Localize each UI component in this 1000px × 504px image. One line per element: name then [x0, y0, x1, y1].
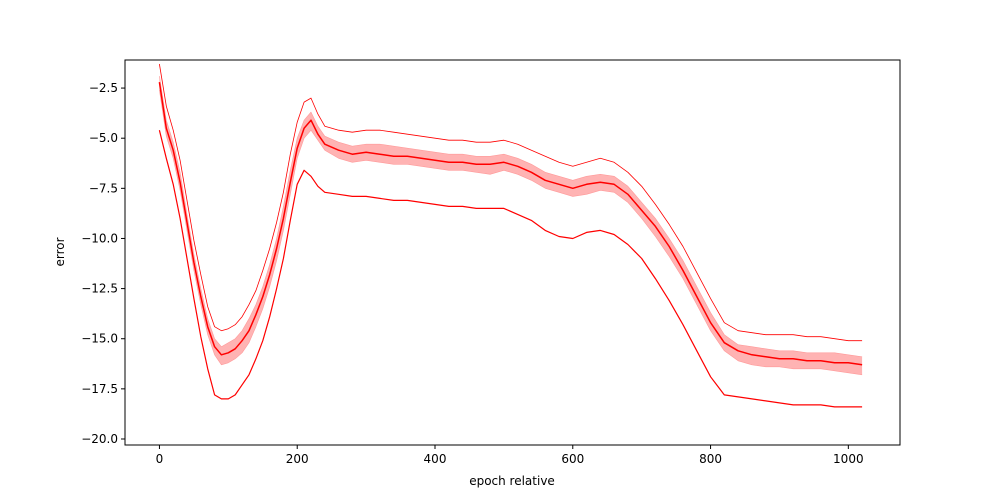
- y-tick-label: −7.5: [89, 181, 118, 195]
- x-axis-label: epoch relative: [469, 474, 555, 488]
- y-tick-label: −15.0: [81, 332, 118, 346]
- x-tick-label: 800: [699, 452, 722, 466]
- y-tick-label: −2.5: [89, 81, 118, 95]
- series-line-max: [159, 63, 863, 342]
- x-tick-label: 200: [286, 452, 309, 466]
- y-tick-label: −5.0: [89, 131, 118, 145]
- series-layer: [158, 63, 863, 408]
- band-layer: [159, 76, 863, 375]
- x-tick-label: 600: [561, 452, 584, 466]
- series-line-min: [158, 130, 863, 408]
- series-line-band-lower: [159, 90, 863, 376]
- y-axis-label: error: [53, 237, 67, 266]
- x-tick-label: 400: [424, 452, 447, 466]
- plot-frame: [124, 59, 901, 446]
- x-tick-label: 0: [156, 452, 164, 466]
- y-axis: −2.5 −5.0 −7.5 −10.0 −12.5 −15.0 −17.5 −20.0: [81, 81, 125, 446]
- series-line-band-upper: [159, 75, 863, 358]
- x-tick-label: 1000: [833, 452, 864, 466]
- y-tick-label: −10.0: [81, 231, 118, 245]
- x-axis: 0 200 400 600 800 1000: [156, 445, 864, 466]
- std-band: [159, 76, 863, 375]
- series-line-mean: [158, 81, 863, 366]
- y-tick-label: −12.5: [81, 282, 118, 296]
- y-tick-label: −20.0: [81, 432, 118, 446]
- y-tick-label: −17.5: [81, 382, 118, 396]
